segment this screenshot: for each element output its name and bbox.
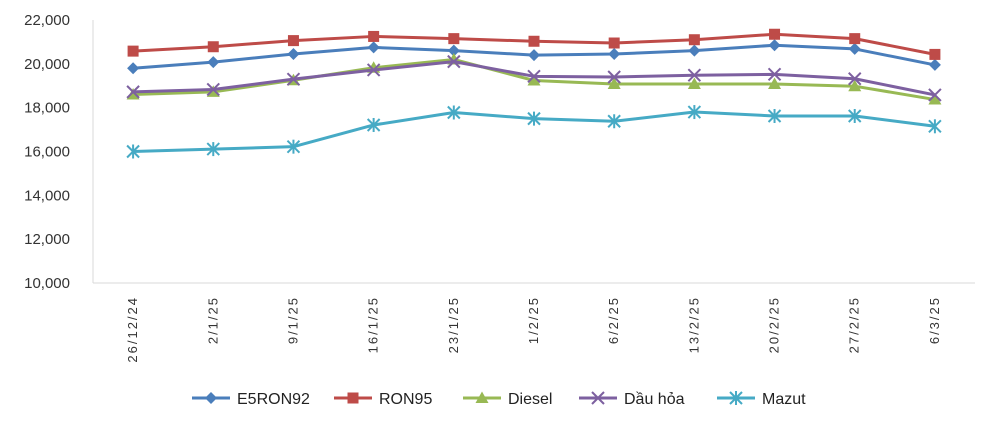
y-axis-ticks: 10,000 12,000 14,000 16,000 18,000 20,000 22,0… — [24, 12, 70, 292]
data-point — [688, 34, 700, 46]
data-point — [366, 117, 381, 132]
legend-label: RON95 — [379, 391, 432, 408]
data-point — [286, 72, 301, 86]
x-tick-label: 13/2/25 — [686, 296, 701, 353]
x-tick-label: 6/2/25 — [606, 296, 621, 344]
data-point — [527, 111, 541, 126]
data-point — [206, 142, 220, 157]
data-point — [687, 77, 701, 89]
data-point — [127, 62, 140, 75]
legend-marker — [347, 392, 359, 404]
data-point — [527, 69, 541, 84]
data-point — [768, 77, 782, 89]
data-point — [767, 108, 782, 123]
data-point — [848, 72, 862, 86]
series-e5ron92 — [127, 39, 941, 75]
data-point — [608, 47, 621, 60]
data-point — [687, 68, 702, 82]
data-point — [528, 49, 540, 62]
data-point — [687, 105, 702, 120]
data-point — [207, 56, 220, 69]
y-tick-label: 14,000 — [24, 187, 70, 204]
series-dầu-hỏa — [126, 54, 942, 102]
data-point — [929, 48, 941, 60]
legend-label: Dầu hỏa — [624, 391, 685, 408]
legend-item: Diesel — [463, 391, 552, 408]
series-mazut — [126, 105, 942, 159]
legend-label: Diesel — [508, 391, 552, 408]
x-tick-label: 9/1/25 — [285, 296, 300, 344]
data-point — [928, 119, 942, 134]
data-point — [366, 63, 381, 77]
y-tick-label: 12,000 — [24, 231, 70, 248]
data-point — [127, 45, 139, 57]
x-tick-label: 23/1/25 — [446, 296, 461, 353]
legend-item: Mazut — [717, 391, 806, 408]
data-point — [286, 139, 301, 154]
data-point — [848, 79, 862, 92]
data-point — [528, 35, 540, 47]
data-point — [448, 33, 460, 45]
x-tick-label: 27/2/25 — [847, 296, 862, 353]
legend-item: E5RON92 — [192, 391, 310, 408]
y-tick-label: 20,000 — [24, 56, 70, 73]
legend-marker — [591, 391, 605, 405]
legend-item: Dầu hỏa — [579, 391, 685, 408]
data-point — [527, 73, 541, 86]
y-tick-label: 22,000 — [24, 12, 70, 29]
data-point — [848, 108, 862, 123]
data-point — [447, 44, 460, 57]
legend-marker — [729, 391, 743, 405]
data-point — [126, 144, 140, 159]
legend-item: RON95 — [334, 391, 432, 408]
legend-marker — [475, 391, 489, 403]
data-point — [607, 70, 621, 84]
x-axis-ticks: 26/12/24 2/1/25 9/1/25 16/1/25 23/1/25 1/2/25… — [125, 296, 942, 363]
legend-label: Mazut — [762, 391, 806, 408]
data-point — [607, 77, 621, 89]
data-point — [768, 39, 781, 52]
data-point — [207, 41, 219, 53]
x-tick-label: 16/1/25 — [366, 296, 381, 353]
data-point — [848, 42, 861, 55]
x-tick-label: 2/1/25 — [205, 296, 220, 344]
data-point — [287, 35, 299, 47]
data-point — [608, 37, 620, 49]
legend: E5RON92 RON95 Diesel Dầu hỏa Mazut — [192, 391, 806, 408]
x-tick-label: 20/2/25 — [767, 296, 782, 353]
data-point — [607, 114, 621, 129]
data-point — [368, 30, 380, 42]
data-point — [367, 41, 380, 54]
y-tick-label: 18,000 — [24, 100, 70, 117]
data-point — [767, 67, 782, 82]
axes — [92, 20, 975, 284]
data-point — [447, 105, 461, 120]
data-point — [928, 88, 942, 102]
data-point — [849, 33, 861, 45]
data-point — [126, 88, 140, 100]
x-tick-label: 1/2/25 — [526, 296, 541, 344]
data-point — [688, 44, 701, 57]
data-point — [928, 58, 941, 71]
y-tick-label: 10,000 — [24, 275, 70, 292]
x-tick-label: 26/12/24 — [125, 296, 140, 363]
data-point — [206, 82, 220, 97]
data-point — [447, 54, 461, 69]
legend-label: E5RON92 — [237, 391, 310, 408]
data-point — [126, 85, 140, 99]
series-group — [126, 28, 942, 159]
x-tick-label: 6/3/25 — [927, 296, 942, 344]
series-ron95 — [127, 28, 941, 60]
y-tick-label: 16,000 — [24, 144, 70, 161]
data-point — [769, 28, 781, 40]
legend-marker — [205, 392, 217, 404]
data-point — [928, 93, 942, 105]
data-point — [287, 47, 300, 60]
